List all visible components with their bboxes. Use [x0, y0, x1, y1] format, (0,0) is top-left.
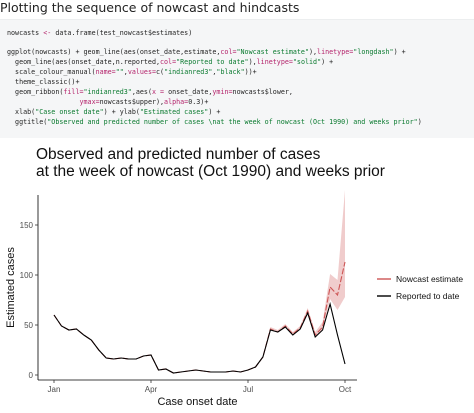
section-heading: Plotting the sequence of nowcast and hin…: [0, 0, 300, 15]
code-line: ggtitle("Observed and predicted number o…: [7, 118, 422, 126]
plot-title-line2: at the week of nowcast (Oct 1990) and we…: [36, 163, 385, 180]
plot-title-line1: Observed and predicted number of cases: [36, 146, 321, 163]
y-axis-title: Estimated cases: [5, 247, 17, 328]
code-block: nowcasts <- data.frame(test_nowcast$esti…: [0, 19, 474, 138]
code-line: ymax=nowcasts$upper),alpha=0.3)+: [79, 98, 209, 106]
y-tick-label: 0: [29, 371, 34, 380]
x-tick-label: Jan: [48, 385, 61, 394]
x-axis-title: Case onset date: [157, 396, 237, 408]
legend-label: Reported to date: [396, 291, 460, 301]
series-lines-layer: [53, 261, 346, 374]
series-line-reported-to-date: [53, 301, 346, 374]
legend-label: Nowcast estimate: [396, 274, 463, 284]
code-line: scale_colour_manual(name="",values=c("in…: [7, 68, 257, 76]
code-line: geom_ribbon(fill="indianred3",aes(x = on…: [7, 88, 293, 96]
code-line: ggplot(nowcasts) + geom_line(aes(onset_d…: [7, 48, 406, 56]
x-tick-label: Jul: [243, 385, 253, 394]
code-line: nowcasts <- data.frame(test_nowcast$esti…: [7, 29, 193, 37]
legend: Nowcast estimate Reported to date: [377, 274, 463, 301]
code-line: theme_classic()+: [7, 78, 80, 86]
x-tick-label: Oct: [339, 385, 352, 394]
confidence-ribbon: [54, 190, 345, 373]
y-tick-label: 50: [24, 321, 33, 330]
y-tick-label: 150: [20, 221, 34, 230]
axes-layer: 0 50 100 150 Jan Apr Jul Oct Case onset date Esti…: [5, 195, 357, 408]
series-line-nowcast-estimate: [53, 261, 346, 374]
confidence-ribbon-layer: [54, 190, 345, 373]
code-line: xlab("Case onset date") + ylab("Estimate…: [7, 108, 221, 116]
y-tick-label: 100: [20, 271, 34, 280]
code-line: geom_line(aes(onset_date,n.reported,col=…: [7, 58, 334, 66]
x-tick-label: Apr: [145, 385, 158, 394]
